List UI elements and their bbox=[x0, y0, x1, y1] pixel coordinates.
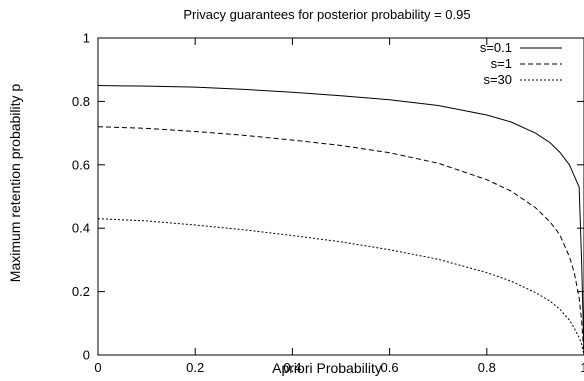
series-line-s-0-1 bbox=[97, 85, 584, 356]
y-axis-ticks: 0 0.2 0.4 0.6 0.8 1 bbox=[72, 31, 584, 363]
plot-frame bbox=[97, 37, 584, 356]
x-tick-label: 0.6 bbox=[381, 360, 399, 375]
series-layer bbox=[97, 85, 584, 356]
series-line-s-30 bbox=[97, 218, 584, 356]
y-tick-label: 1 bbox=[83, 31, 90, 46]
legend-label: s=1 bbox=[491, 56, 512, 71]
legend-label: s=0.1 bbox=[480, 40, 512, 55]
x-axis-label: Apriori Probability bbox=[272, 360, 382, 376]
y-tick-label: 0.2 bbox=[72, 284, 90, 299]
y-tick-label: 0.8 bbox=[72, 94, 90, 109]
x-tick-label: 1 bbox=[580, 360, 584, 375]
x-tick-label: 0 bbox=[94, 360, 101, 375]
x-tick-label: 0.4 bbox=[283, 360, 301, 375]
series-line-s-1 bbox=[97, 126, 584, 356]
x-axis-ticks: 0 0.2 0.4 0.6 0.8 1 bbox=[94, 38, 584, 375]
y-tick-label: 0 bbox=[83, 348, 90, 363]
chart-title: Privacy guarantees for posterior probabi… bbox=[183, 7, 470, 22]
x-tick-label: 0.8 bbox=[478, 360, 496, 375]
legend-label: s=30 bbox=[483, 72, 512, 87]
y-axis-label: Maximum retention probability p bbox=[7, 84, 23, 283]
y-tick-label: 0.4 bbox=[72, 221, 90, 236]
y-tick-label: 0.6 bbox=[72, 157, 90, 172]
x-tick-label: 0.2 bbox=[186, 360, 204, 375]
legend: s=0.1s=1s=30 bbox=[480, 40, 562, 87]
